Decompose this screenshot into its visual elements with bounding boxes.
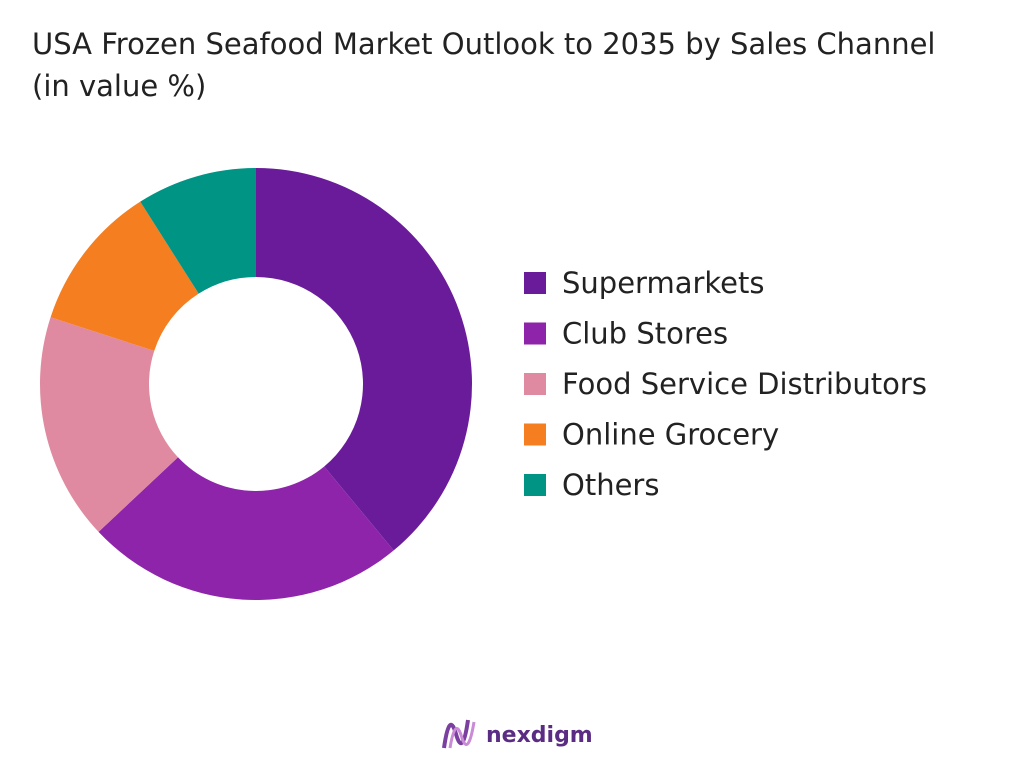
legend-swatch <box>524 373 546 395</box>
legend-label: Online Grocery <box>562 418 779 452</box>
legend-label: Food Service Distributors <box>562 367 927 401</box>
legend-swatch <box>524 474 546 496</box>
donut-slice <box>256 168 472 551</box>
chart-title: USA Frozen Seafood Market Outlook to 203… <box>32 27 935 61</box>
legend-swatch <box>524 322 546 345</box>
donut-slice <box>40 317 179 532</box>
legend-label: Supermarkets <box>562 266 764 300</box>
chart-subtitle: (in value %) <box>32 69 206 103</box>
donut-slice <box>140 168 256 294</box>
legend-label: Club Stores <box>562 317 728 351</box>
brand-name: nexdigm <box>486 723 593 748</box>
donut-slice <box>50 201 199 351</box>
legend-swatch <box>524 272 546 294</box>
legend-swatch <box>524 423 546 446</box>
donut-slice <box>98 457 394 600</box>
legend-label: Others <box>562 468 659 502</box>
logo <box>442 719 476 749</box>
